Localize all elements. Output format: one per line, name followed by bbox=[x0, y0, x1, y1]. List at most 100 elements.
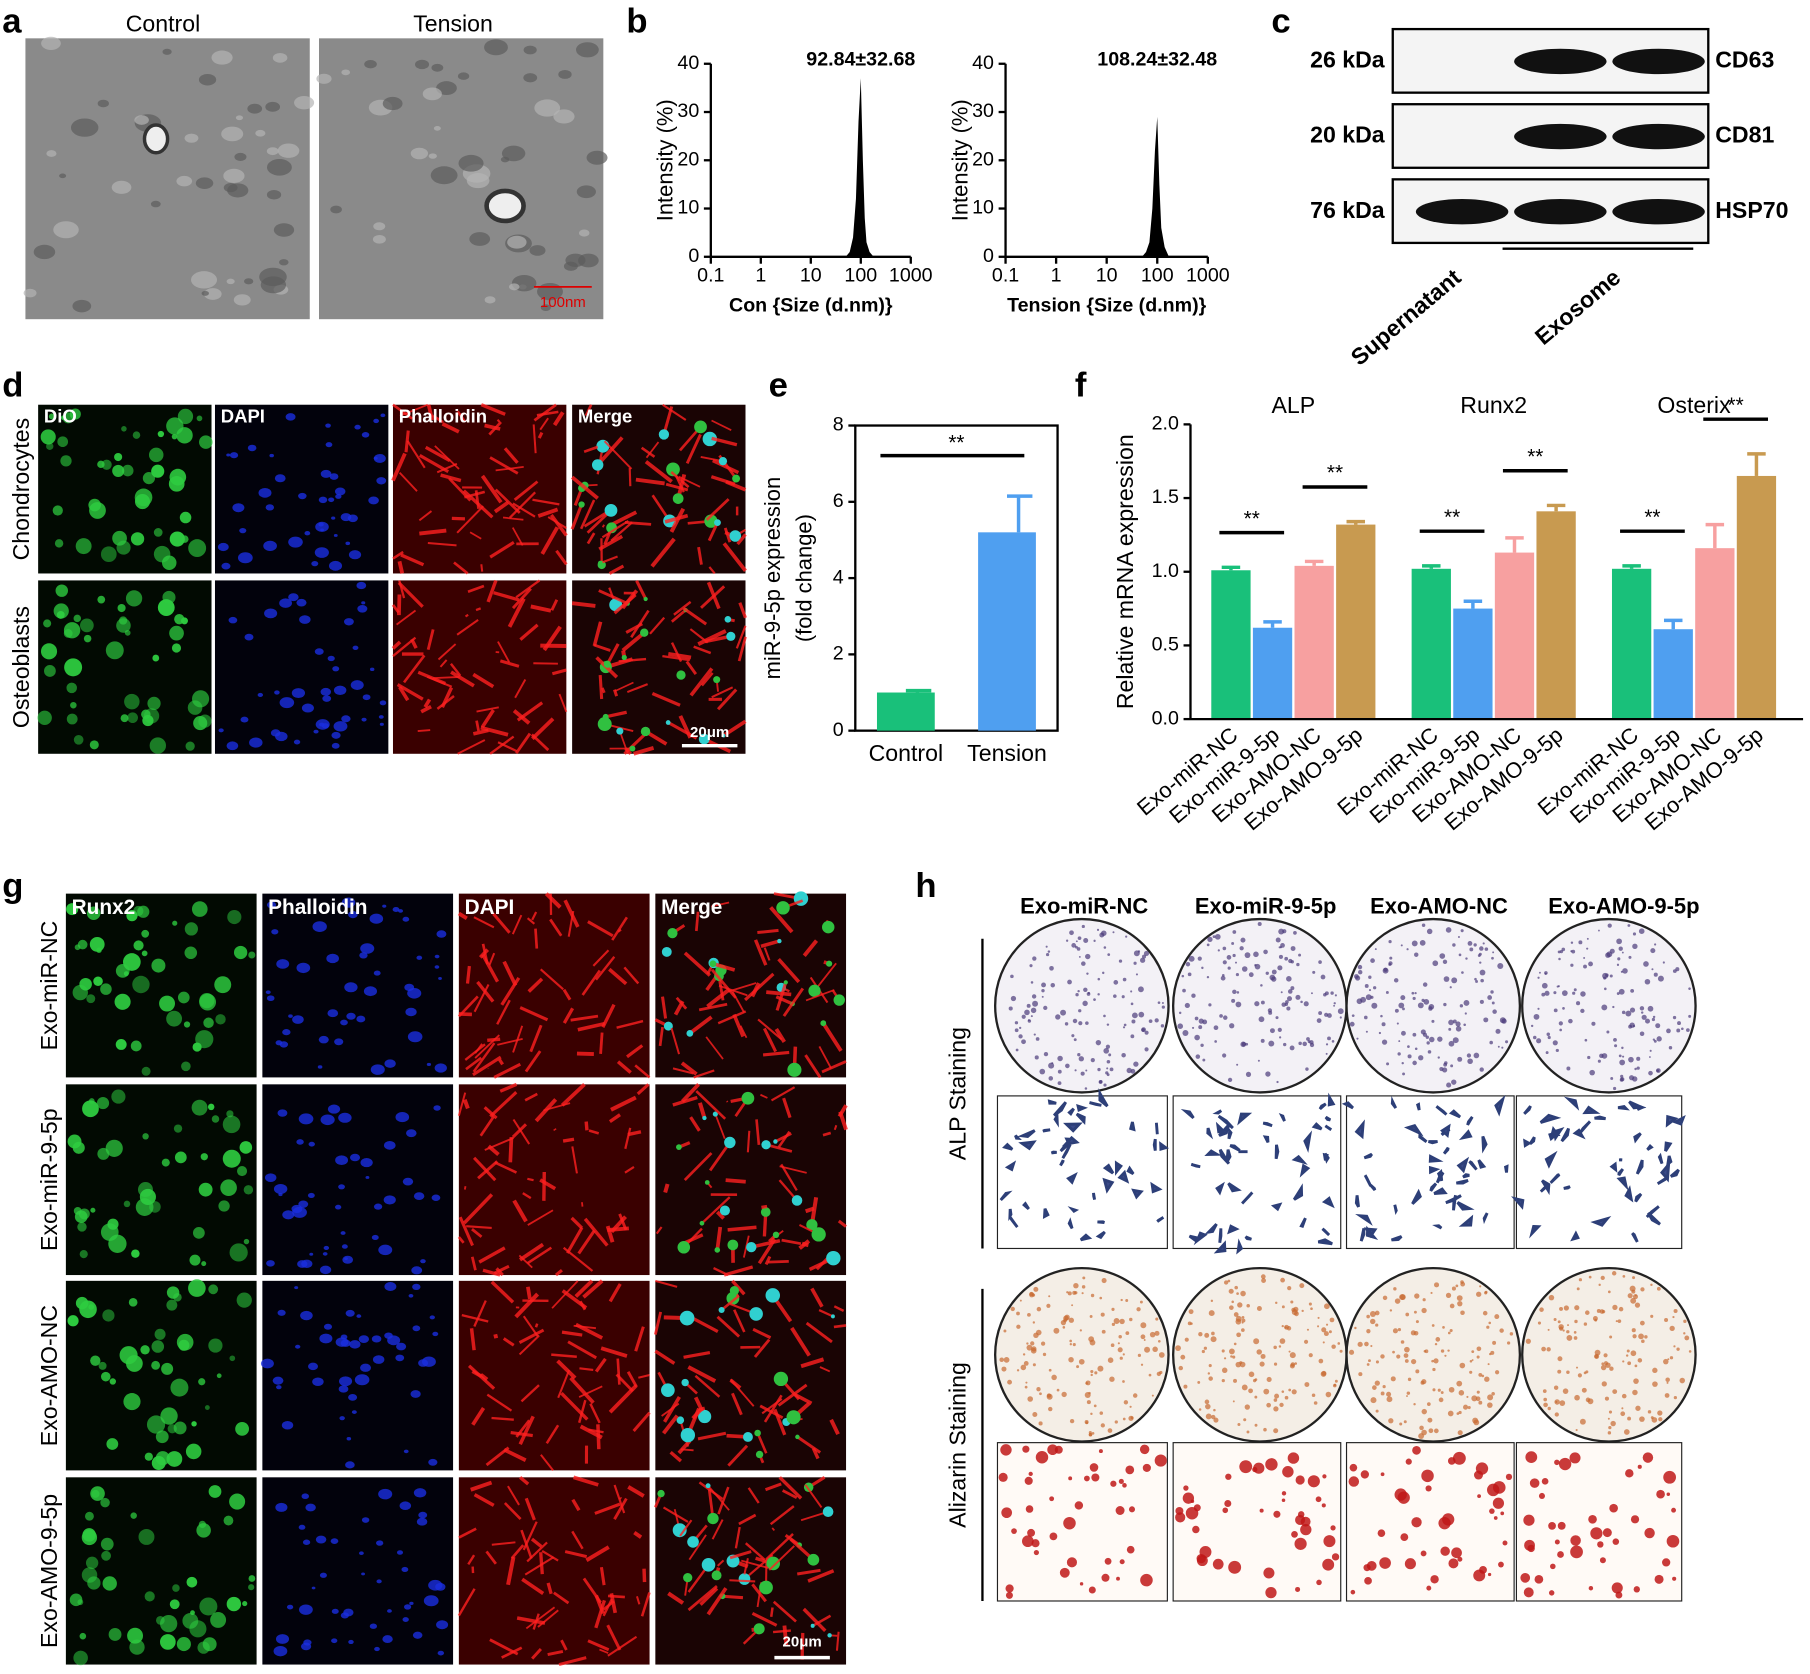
fiber bbox=[571, 1146, 578, 1174]
nucleus bbox=[822, 920, 835, 934]
fiber bbox=[608, 1383, 638, 1414]
stain bbox=[1331, 1553, 1340, 1561]
fiber bbox=[513, 480, 539, 502]
fiber bbox=[524, 1092, 538, 1102]
nucleus bbox=[319, 1265, 332, 1275]
stain-dot bbox=[1449, 1329, 1453, 1333]
fiber bbox=[673, 1000, 685, 1016]
stain-dot bbox=[1105, 1044, 1111, 1049]
fiber bbox=[392, 403, 413, 420]
x-tick-label: 1000 bbox=[889, 265, 933, 287]
fiber bbox=[570, 475, 599, 500]
y-tick-label: 30 bbox=[972, 100, 994, 122]
texture bbox=[235, 115, 244, 121]
stain-dot bbox=[1072, 1018, 1078, 1024]
nucleus bbox=[727, 1239, 739, 1251]
stain bbox=[1377, 1529, 1386, 1537]
stain-dot bbox=[1123, 1400, 1129, 1405]
stain bbox=[1014, 1134, 1022, 1140]
fiber bbox=[512, 1118, 531, 1145]
fiber bbox=[764, 1482, 782, 1492]
cell bbox=[98, 1361, 107, 1370]
stain bbox=[1098, 1449, 1103, 1454]
nucleus bbox=[346, 1012, 356, 1020]
nucleus bbox=[707, 1512, 719, 1525]
stain-dot bbox=[1243, 1418, 1247, 1422]
stain-dot bbox=[1634, 1364, 1638, 1368]
stain-dot bbox=[1090, 1412, 1093, 1416]
image-panel bbox=[65, 893, 257, 1078]
stain bbox=[1265, 1587, 1277, 1599]
fiber bbox=[619, 730, 629, 755]
stain bbox=[1001, 1507, 1013, 1519]
stain-dot bbox=[1546, 1347, 1551, 1352]
nucleus bbox=[384, 1059, 396, 1068]
fiber bbox=[571, 1530, 584, 1550]
nucleus bbox=[403, 1449, 409, 1454]
stain-dot bbox=[1351, 1014, 1355, 1018]
fiber bbox=[747, 1487, 760, 1504]
nucleus bbox=[320, 687, 332, 696]
stain bbox=[1379, 1557, 1391, 1569]
cell bbox=[144, 1591, 155, 1602]
cell bbox=[86, 906, 101, 920]
nucleus bbox=[826, 1250, 841, 1266]
cell bbox=[198, 714, 212, 728]
fiber bbox=[615, 1373, 634, 1393]
cell bbox=[148, 447, 164, 463]
stain bbox=[1421, 1469, 1434, 1483]
texture bbox=[372, 234, 386, 244]
fiber bbox=[526, 917, 536, 925]
texture bbox=[523, 73, 538, 83]
stain-dot bbox=[1142, 954, 1147, 959]
stain bbox=[1027, 1528, 1036, 1537]
stain-dot bbox=[1636, 1056, 1641, 1061]
cell bbox=[72, 1141, 85, 1154]
cell bbox=[73, 614, 82, 623]
stain-dot bbox=[1026, 1342, 1029, 1345]
stain bbox=[1263, 1567, 1275, 1579]
nucleus bbox=[681, 1378, 689, 1387]
y-tick-label: 0 bbox=[983, 245, 994, 267]
y-tick-label: 40 bbox=[972, 52, 994, 74]
stain-dot bbox=[1404, 1359, 1409, 1363]
fiber bbox=[693, 1069, 715, 1079]
stain-dot bbox=[1349, 1349, 1355, 1355]
nucleus bbox=[658, 429, 670, 440]
stain-dot bbox=[1308, 1302, 1312, 1306]
stain-dot bbox=[1368, 989, 1372, 992]
fiber bbox=[579, 499, 596, 530]
significance-label: ** bbox=[1527, 446, 1543, 469]
stain bbox=[1049, 1496, 1055, 1502]
stain bbox=[1042, 1128, 1051, 1133]
stain-dot bbox=[1633, 1378, 1639, 1384]
fiber bbox=[651, 691, 681, 707]
nucleus bbox=[340, 1334, 348, 1340]
stain bbox=[1300, 1524, 1312, 1536]
stain-dot bbox=[1041, 995, 1044, 998]
stain-dot bbox=[1294, 1362, 1298, 1365]
stain-dot bbox=[1452, 1019, 1457, 1024]
nucleus bbox=[331, 1638, 338, 1644]
stain-dot bbox=[1207, 936, 1213, 943]
nucleus bbox=[376, 1540, 384, 1546]
nucleus bbox=[401, 1566, 409, 1573]
stain-dot bbox=[1394, 1008, 1399, 1013]
fiber bbox=[451, 516, 466, 521]
cell bbox=[72, 984, 88, 1001]
stain bbox=[1091, 1473, 1100, 1482]
fiber bbox=[804, 1484, 823, 1509]
stain-dot bbox=[1400, 1340, 1405, 1344]
stain-dot bbox=[1399, 1294, 1406, 1300]
fiber bbox=[533, 403, 557, 422]
stain bbox=[1590, 1527, 1603, 1540]
stain-dot bbox=[1628, 1056, 1634, 1063]
stain bbox=[1084, 1475, 1090, 1482]
stain-dot bbox=[1339, 1016, 1342, 1019]
cell bbox=[226, 1596, 242, 1612]
cell bbox=[236, 1292, 252, 1308]
fiber bbox=[418, 510, 433, 522]
stain-dot bbox=[1090, 1369, 1094, 1374]
stain-dot bbox=[1086, 972, 1089, 975]
stain bbox=[1089, 1463, 1099, 1472]
